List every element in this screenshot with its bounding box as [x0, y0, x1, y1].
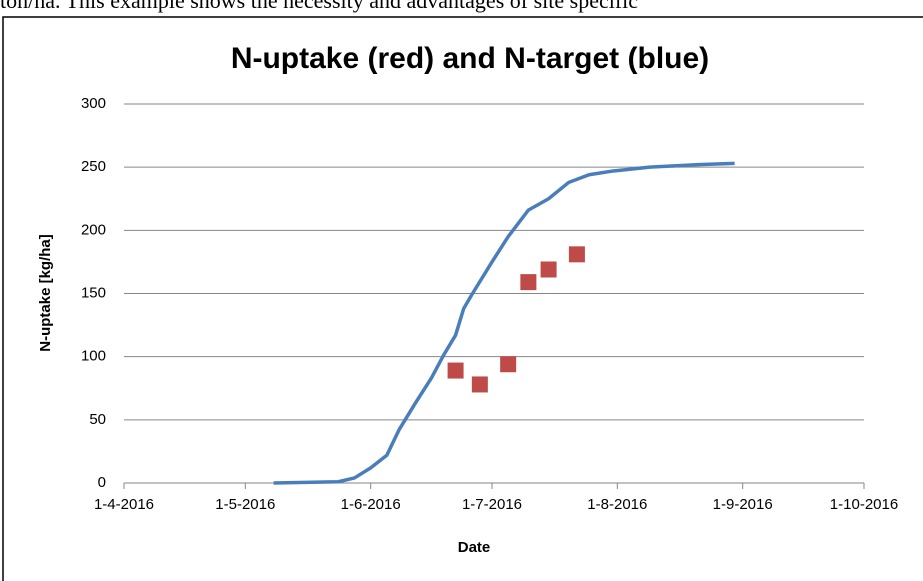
- x-tick-label: 1-9-2016: [713, 496, 773, 513]
- scatter-point: [447, 362, 464, 379]
- y-tick-label: 250: [81, 158, 106, 175]
- chart-frame: [2, 16, 923, 581]
- y-tick-label: 0: [98, 474, 106, 491]
- scatter-point: [471, 376, 488, 393]
- scatter-point: [540, 261, 557, 278]
- y-tick-label: 50: [89, 411, 106, 428]
- document-text: ton/ha. This example shows the necessity…: [0, 0, 639, 13]
- x-tick-label: 1-8-2016: [587, 496, 647, 513]
- x-tick-label: 1-10-2016: [830, 496, 898, 513]
- y-axis-label: N-uptake [kg/ha]: [37, 234, 54, 352]
- x-axis-label: Date: [458, 539, 491, 556]
- chart-title: N-uptake (red) and N-target (blue): [231, 42, 709, 75]
- y-tick-label: 300: [81, 95, 106, 112]
- x-tick-label: 1-4-2016: [94, 496, 154, 513]
- scatter-point: [568, 246, 585, 263]
- x-tick-label: 1-6-2016: [341, 496, 401, 513]
- y-tick-label: 200: [81, 221, 106, 238]
- scatter-point: [520, 274, 537, 291]
- y-tick-label: 100: [81, 348, 106, 365]
- scatter-point: [500, 356, 517, 373]
- x-tick-label: 1-7-2016: [462, 496, 522, 513]
- x-tick-label: 1-5-2016: [215, 496, 275, 513]
- y-tick-label: 150: [81, 284, 106, 301]
- line-series: [273, 161, 735, 485]
